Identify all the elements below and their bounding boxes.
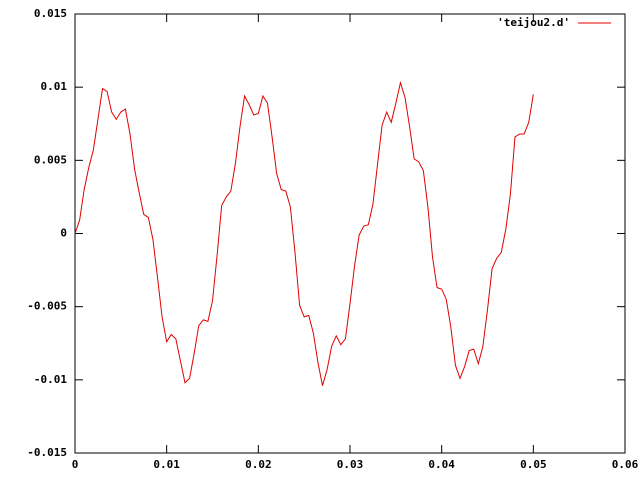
x-tick-label: 0.05 <box>520 458 547 471</box>
y-tick-label: -0.01 <box>34 373 67 386</box>
y-tick-label: -0.015 <box>27 446 67 459</box>
x-tick-label: 0.06 <box>612 458 639 471</box>
y-tick-label: 0.015 <box>34 7 67 20</box>
legend-label: 'teijou2.d' <box>497 16 570 29</box>
x-tick-label: 0.03 <box>337 458 364 471</box>
x-tick-label: 0.01 <box>153 458 180 471</box>
x-tick-label: 0.04 <box>428 458 455 471</box>
x-tick-label: 0.02 <box>245 458 272 471</box>
data-line <box>74 80 534 386</box>
y-tick-label: 0.005 <box>34 153 67 166</box>
y-tick-label: 0 <box>60 227 67 240</box>
y-tick-label: 0.01 <box>41 80 68 93</box>
x-tick-label: 0 <box>72 458 79 471</box>
plot-border <box>74 13 626 454</box>
y-tick-label: -0.005 <box>27 300 67 313</box>
